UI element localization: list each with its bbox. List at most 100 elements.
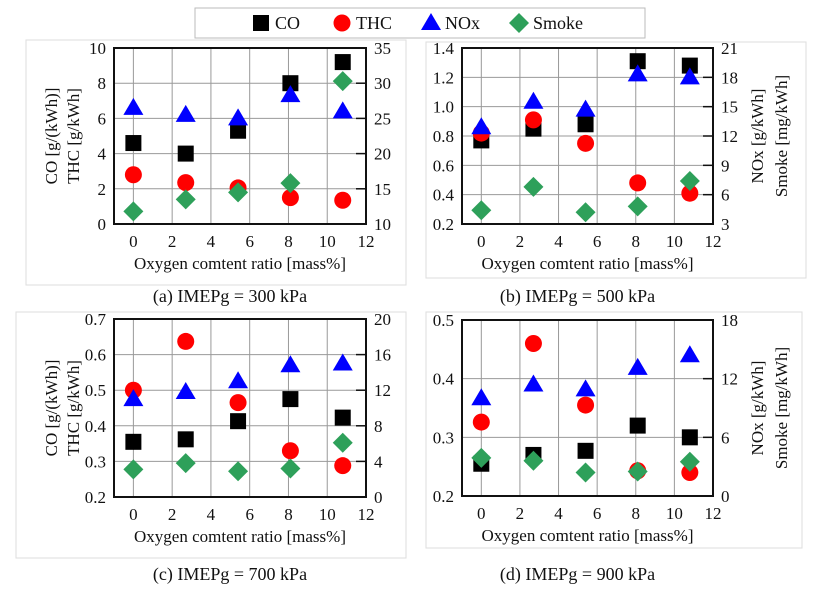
data-point-nox — [575, 379, 596, 397]
data-point-thc — [681, 464, 699, 482]
y-left-tick-label: 10 — [89, 39, 106, 58]
y-right-tick-label: 25 — [374, 109, 391, 128]
y-left-tick-label: 1.2 — [433, 68, 454, 87]
y-right-tick-label: 21 — [721, 39, 738, 58]
data-point-smoke — [627, 461, 648, 482]
data-point-thc — [524, 334, 542, 352]
y-right-tick-label: 35 — [374, 39, 391, 58]
y-right-axis-label: Smoke [mg/kWh] — [772, 347, 791, 469]
x-tick-label: 12 — [358, 232, 375, 251]
data-point-co — [125, 433, 142, 450]
data-point-smoke — [471, 447, 492, 468]
y-right-tick-label: 10 — [374, 215, 391, 234]
y-right-tick-label: 15 — [721, 98, 738, 117]
x-tick-label: 12 — [705, 232, 722, 251]
y-left-tick-label: 6 — [98, 109, 107, 128]
plot-area — [461, 319, 714, 497]
y-left-tick-label: 0.4 — [85, 417, 107, 436]
y-right-tick-label: 4 — [374, 452, 383, 471]
plot-area — [461, 47, 714, 225]
y-left-axis-label: THC [g/kWh] — [64, 88, 83, 184]
data-point-smoke — [471, 200, 492, 221]
data-point-co — [230, 413, 247, 430]
data-point-thc — [177, 174, 195, 192]
data-point-smoke — [123, 201, 144, 222]
panel-caption: (a) IMEPg = 300 kPa — [153, 286, 307, 307]
x-tick-label: 0 — [477, 504, 486, 523]
legend-marker-smoke — [509, 13, 529, 33]
y-right-tick-label: 20 — [374, 145, 391, 164]
y-left-tick-label: 0.2 — [85, 488, 106, 507]
data-point-thc — [177, 332, 195, 350]
data-point-smoke — [627, 196, 648, 217]
y-left-tick-label: 0.5 — [433, 311, 454, 330]
y-left-tick-label: 4 — [98, 145, 107, 164]
y-right-tick-label: 6 — [721, 186, 730, 205]
x-tick-label: 8 — [632, 504, 641, 523]
data-point-co — [681, 429, 698, 446]
x-tick-label: 10 — [666, 504, 683, 523]
x-tick-label: 8 — [284, 232, 293, 251]
y-right-tick-label: 0 — [721, 487, 730, 506]
x-tick-label: 6 — [245, 505, 254, 524]
data-point-nox — [123, 97, 144, 115]
data-point-nox — [228, 371, 249, 389]
y-left-tick-label: 0.4 — [433, 370, 455, 389]
y-left-tick-label: 0.6 — [433, 156, 454, 175]
panel-frame — [25, 39, 407, 286]
y-right-tick-label: 16 — [374, 346, 391, 365]
x-axis-label: Oxygen comtent ratio [mass%] — [134, 527, 346, 546]
x-tick-label: 12 — [705, 504, 722, 523]
data-point-smoke — [123, 459, 144, 480]
x-tick-label: 2 — [516, 232, 525, 251]
y-right-axis-label: NOx [g/kWh] — [748, 361, 767, 456]
y-left-axis-label: THC [g/kWh] — [64, 360, 83, 456]
x-tick-label: 4 — [554, 232, 563, 251]
data-point-smoke — [332, 71, 353, 92]
data-point-nox — [627, 64, 648, 82]
panel-frame — [425, 311, 803, 549]
y-left-axis-label: CO [g/(kWh)] — [42, 88, 61, 185]
data-point-co — [577, 116, 594, 133]
data-point-nox — [175, 381, 196, 399]
y-left-tick-label: 1.0 — [433, 98, 454, 117]
data-point-nox — [175, 104, 196, 122]
y-left-tick-label: 0.2 — [433, 215, 454, 234]
x-axis-label: Oxygen comtent ratio [mass%] — [482, 526, 694, 545]
panel-caption: (d) IMEPg = 900 kPa — [500, 564, 655, 585]
y-left-tick-label: 1.4 — [433, 39, 455, 58]
x-tick-label: 6 — [245, 232, 254, 251]
x-tick-label: 4 — [554, 504, 563, 523]
y-left-tick-label: 0.7 — [85, 310, 107, 329]
data-point-co — [577, 442, 594, 459]
x-tick-label: 2 — [168, 505, 177, 524]
legend-label-smoke: Smoke — [533, 13, 583, 33]
y-right-tick-label: 3 — [721, 215, 730, 234]
data-point-thc — [281, 442, 299, 460]
data-point-co — [282, 391, 299, 408]
plot-area — [113, 318, 367, 498]
data-point-co — [177, 145, 194, 162]
data-point-smoke — [523, 450, 544, 471]
data-point-smoke — [679, 451, 700, 472]
data-point-smoke — [679, 170, 700, 191]
y-left-tick-label: 0.4 — [433, 186, 455, 205]
panel-frame — [425, 41, 807, 279]
y-right-tick-label: 15 — [374, 180, 391, 199]
panel-caption: (b) IMEPg = 500 kPa — [500, 286, 655, 307]
x-tick-label: 4 — [207, 232, 216, 251]
panel-frame — [15, 311, 407, 559]
y-left-tick-label: 0.2 — [433, 487, 454, 506]
legend-marker-co — [253, 15, 269, 31]
data-point-co — [125, 135, 142, 152]
y-right-tick-label: 20 — [374, 310, 391, 329]
x-axis-label: Oxygen comtent ratio [mass%] — [482, 254, 694, 273]
data-point-thc — [334, 457, 352, 475]
y-right-tick-label: 9 — [721, 156, 730, 175]
data-point-nox — [471, 388, 492, 406]
x-tick-label: 8 — [284, 505, 293, 524]
x-tick-label: 0 — [129, 505, 138, 524]
y-left-tick-label: 0.8 — [433, 127, 454, 146]
